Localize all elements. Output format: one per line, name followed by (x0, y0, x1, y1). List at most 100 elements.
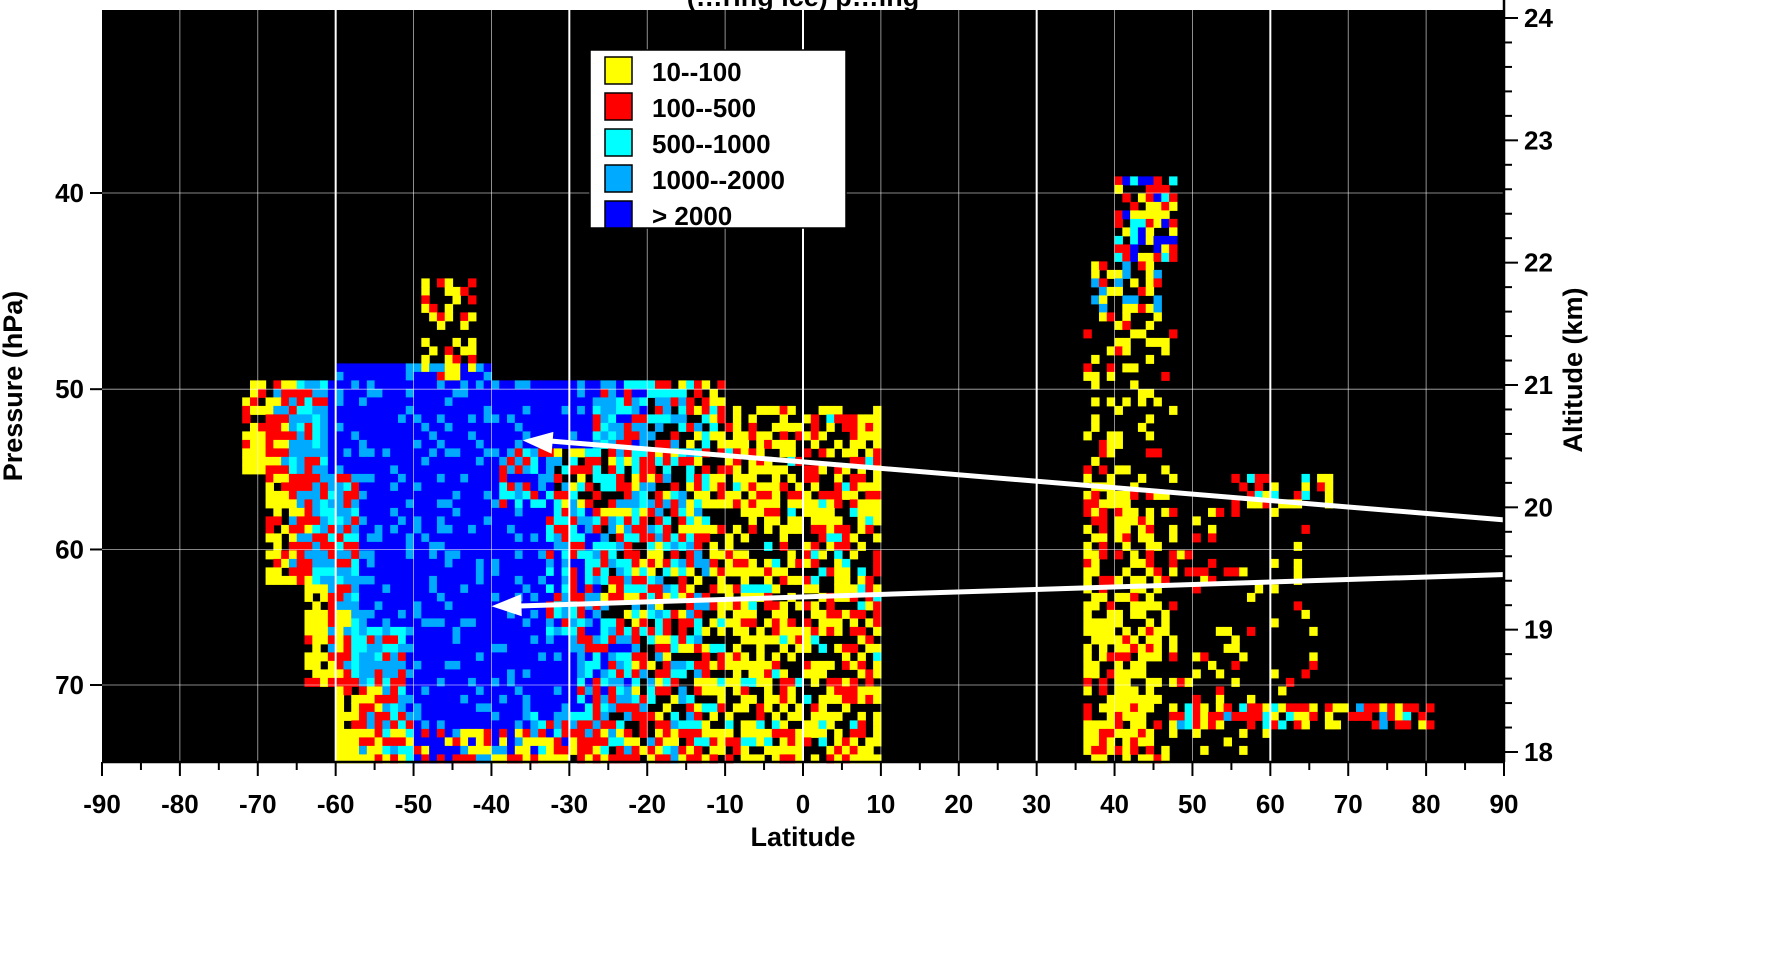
heatmap-cell (795, 499, 804, 509)
heatmap-cell (693, 533, 703, 543)
heatmap-cell (522, 660, 531, 670)
heatmap-cell (1130, 244, 1139, 254)
heatmap-cell (1169, 652, 1178, 662)
heatmap-cell (1239, 703, 1248, 713)
heatmap-cell (678, 575, 687, 585)
heatmap-cell (569, 592, 578, 602)
heatmap-cell (631, 456, 641, 466)
heatmap-cell (1246, 703, 1256, 713)
heatmap-cell (1130, 363, 1139, 373)
heatmap-cell (693, 516, 703, 526)
heatmap-cell (514, 618, 524, 628)
heatmap-cell (779, 609, 789, 619)
legend-label: 100--500 (652, 93, 756, 123)
heatmap-cell (1083, 541, 1092, 551)
heatmap-cell (662, 456, 672, 466)
heatmap-cell (1145, 592, 1155, 602)
heatmap-cell (717, 431, 726, 441)
heatmap-cell (491, 609, 500, 619)
heatmap-cell (1083, 490, 1092, 500)
heatmap-cell (662, 567, 672, 577)
heatmap-cell (288, 482, 298, 492)
heatmap-cell (359, 686, 368, 696)
heatmap-cell (553, 720, 563, 730)
heatmap-cell (304, 431, 313, 441)
heatmap-cell (312, 669, 321, 679)
heatmap-cell (514, 745, 524, 755)
heatmap-cell (397, 414, 407, 424)
heatmap-cell (538, 694, 547, 704)
heatmap-cell (725, 550, 734, 560)
heatmap-cell (436, 524, 446, 534)
heatmap-cell (483, 567, 493, 577)
heatmap-cell (390, 720, 399, 730)
heatmap-cell (475, 397, 485, 407)
heatmap-cell (1091, 558, 1100, 568)
heatmap-cell (413, 380, 422, 390)
heatmap-cell (382, 626, 391, 636)
heatmap-cell (873, 609, 882, 619)
heatmap-cell (288, 567, 298, 577)
heatmap-cell (327, 643, 337, 653)
heatmap-cell (413, 431, 422, 441)
heatmap-cell (304, 626, 313, 636)
heatmap-cell (670, 567, 679, 577)
heatmap-cell (491, 660, 500, 670)
heatmap-cell (475, 584, 485, 594)
heatmap-cell (257, 456, 267, 466)
heatmap-cell (1098, 635, 1108, 645)
heatmap-cell (382, 380, 391, 390)
heatmap-cell (857, 745, 866, 755)
heatmap-cell (483, 482, 493, 492)
heatmap-cell (1145, 550, 1155, 560)
heatmap-cell (1091, 618, 1100, 628)
heatmap-cell (397, 584, 407, 594)
heatmap-cell (429, 550, 438, 560)
heatmap-cell (709, 524, 718, 534)
heatmap-cell (623, 745, 633, 755)
heatmap-cell (701, 516, 711, 526)
heatmap-cell (1130, 235, 1139, 245)
heatmap-cell (327, 499, 337, 509)
heatmap-cell (405, 371, 415, 381)
heatmap-cell (405, 516, 415, 526)
heatmap-cell (320, 397, 329, 407)
heatmap-cell (545, 397, 555, 407)
heatmap-cell (732, 660, 742, 670)
heatmap-cell (577, 465, 586, 475)
heatmap-cell (569, 694, 578, 704)
heatmap-cell (1309, 626, 1318, 636)
heatmap-cell (795, 635, 804, 645)
heatmap-cell (569, 558, 578, 568)
heatmap-cell (623, 439, 633, 449)
heatmap-cell (670, 609, 679, 619)
heatmap-cell (390, 533, 399, 543)
heatmap-cell (725, 720, 734, 730)
heatmap-cell (507, 558, 516, 568)
heatmap-cell (631, 414, 641, 424)
heatmap-cell (468, 312, 477, 322)
heatmap-cell (1091, 269, 1100, 279)
heatmap-cell (1114, 720, 1123, 730)
heatmap-cell (242, 465, 251, 475)
heatmap-cell (483, 397, 493, 407)
heatmap-cell (662, 499, 672, 509)
heatmap-cell (647, 567, 656, 577)
heatmap-cell (1098, 720, 1108, 730)
heatmap-cell (499, 499, 508, 509)
heatmap-cell (1083, 703, 1092, 713)
heatmap-cell (1106, 448, 1116, 458)
heatmap-cell (600, 660, 609, 670)
heatmap-cell (1356, 711, 1365, 721)
heatmap-cell (514, 550, 524, 560)
heatmap-cell (382, 388, 391, 398)
heatmap-cell (584, 558, 594, 568)
heatmap-cell (834, 745, 843, 755)
heatmap-cell (569, 456, 578, 466)
heatmap-cell (873, 448, 882, 458)
heatmap-cell (405, 380, 415, 390)
heatmap-cell (460, 669, 469, 679)
heatmap-cell (359, 584, 368, 594)
heatmap-cell (397, 380, 407, 390)
heatmap-cell (1130, 575, 1139, 585)
